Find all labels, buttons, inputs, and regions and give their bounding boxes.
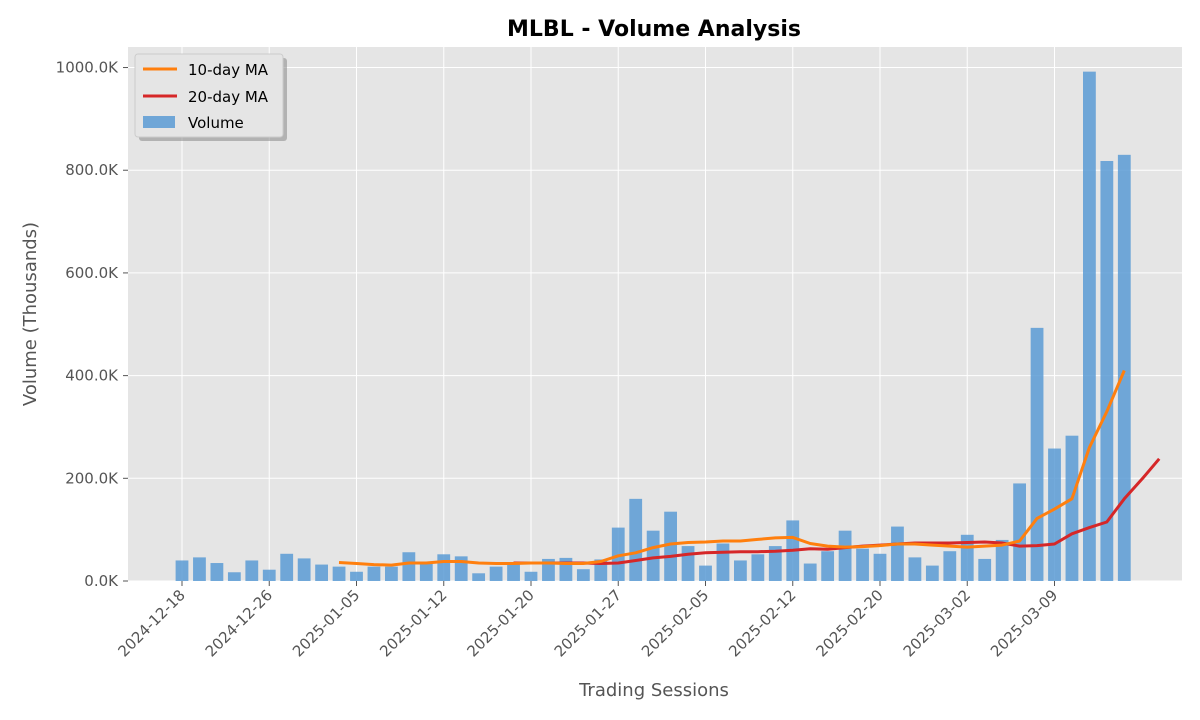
volume-bar — [489, 566, 503, 581]
volume-bar — [821, 551, 835, 581]
volume-bar — [280, 553, 294, 581]
volume-bar — [332, 566, 346, 581]
legend-ma20-label: 20-day MA — [188, 88, 269, 106]
x-tick-label: 2024-12-18 — [114, 586, 188, 660]
volume-bar — [629, 498, 643, 581]
volume-bar — [262, 569, 276, 581]
volume-bar — [367, 566, 381, 581]
volume-bar — [1083, 71, 1096, 582]
ma20-line — [513, 457, 1161, 565]
volume-bar — [768, 546, 782, 581]
volume-bar — [856, 548, 869, 581]
volume-bar — [245, 560, 259, 581]
volume-bar — [210, 563, 224, 581]
volume-bar — [1065, 435, 1079, 581]
x-tick-label: 2025-02-05 — [638, 586, 712, 660]
volume-bar — [646, 530, 660, 581]
volume-bar — [227, 572, 241, 581]
moving-average-lines — [338, 369, 1161, 567]
volume-bar — [524, 571, 538, 581]
volume-bar — [1030, 327, 1044, 581]
volume-bar — [1048, 448, 1061, 581]
volume-bar — [576, 569, 590, 581]
volume-bar — [472, 573, 486, 581]
volume-bar — [943, 551, 957, 581]
y-tick-label: 0.0K — [84, 572, 119, 590]
x-tick-label: 2025-03-09 — [987, 586, 1061, 660]
volume-bar — [699, 565, 712, 581]
x-tick-label: 2025-01-12 — [376, 586, 450, 660]
y-tick-label: 1000.0K — [56, 59, 119, 77]
legend-ma10-label: 10-day MA — [188, 61, 269, 79]
volume-bar — [681, 546, 695, 581]
volume-bar — [891, 526, 904, 581]
volume-bar — [995, 539, 1009, 581]
y-axis: 0.0K 200.0K 400.0K 600.0K 800.0K 1000.0K — [56, 59, 128, 590]
volume-bar — [803, 563, 817, 581]
volume-bar — [297, 558, 311, 581]
volume-bar — [507, 562, 520, 581]
volume-bar — [193, 557, 206, 581]
x-tick-label: 2025-01-27 — [551, 586, 625, 660]
legend: 10-day MA 20-day MA Volume — [134, 53, 287, 141]
volume-bar — [925, 565, 939, 581]
volume-bar — [734, 560, 747, 581]
chart-title: MLBL - Volume Analysis — [507, 17, 801, 42]
x-axis-label: Trading Sessions — [578, 680, 729, 701]
x-tick-label: 2025-02-12 — [725, 586, 799, 660]
volume-bar — [978, 558, 992, 581]
x-tick-label: 2025-02-20 — [812, 586, 886, 660]
volume-bar — [1117, 154, 1131, 582]
volume-bar — [402, 552, 416, 581]
x-tick-label: 2025-03-02 — [900, 586, 974, 660]
volume-bar — [559, 557, 573, 581]
volume-bar — [751, 554, 765, 581]
volume-bar — [419, 563, 433, 581]
y-tick-label: 800.0K — [65, 161, 119, 179]
volume-bar — [1100, 160, 1114, 581]
y-tick-label: 200.0K — [65, 469, 119, 487]
x-tick-label: 2025-01-20 — [463, 586, 537, 660]
volume-bar — [350, 571, 363, 581]
ma10-line — [338, 369, 1126, 567]
volume-bars — [175, 71, 1131, 582]
y-tick-label: 600.0K — [65, 264, 119, 282]
volume-bar — [1013, 483, 1026, 581]
volume-bar — [315, 564, 328, 581]
legend-volume-swatch — [143, 116, 175, 128]
volume-bar — [175, 560, 189, 581]
y-tick-label: 400.0K — [65, 367, 119, 385]
volume-bar — [437, 554, 451, 581]
x-tick-label: 2024-12-26 — [202, 586, 276, 660]
y-axis-label: Volume (Thousands) — [20, 222, 41, 406]
volume-bar — [385, 566, 398, 581]
volume-bar — [908, 557, 922, 581]
legend-volume-label: Volume — [188, 114, 244, 132]
x-tick-label: 2025-01-05 — [289, 586, 363, 660]
plot-area — [128, 47, 1182, 581]
x-axis: 2024-12-18 2024-12-26 2025-01-05 2025-01-12… — [114, 581, 1061, 660]
volume-bar — [838, 530, 852, 581]
volume-bar — [873, 553, 887, 581]
volume-bar — [664, 511, 677, 581]
volume-bar — [716, 543, 730, 581]
